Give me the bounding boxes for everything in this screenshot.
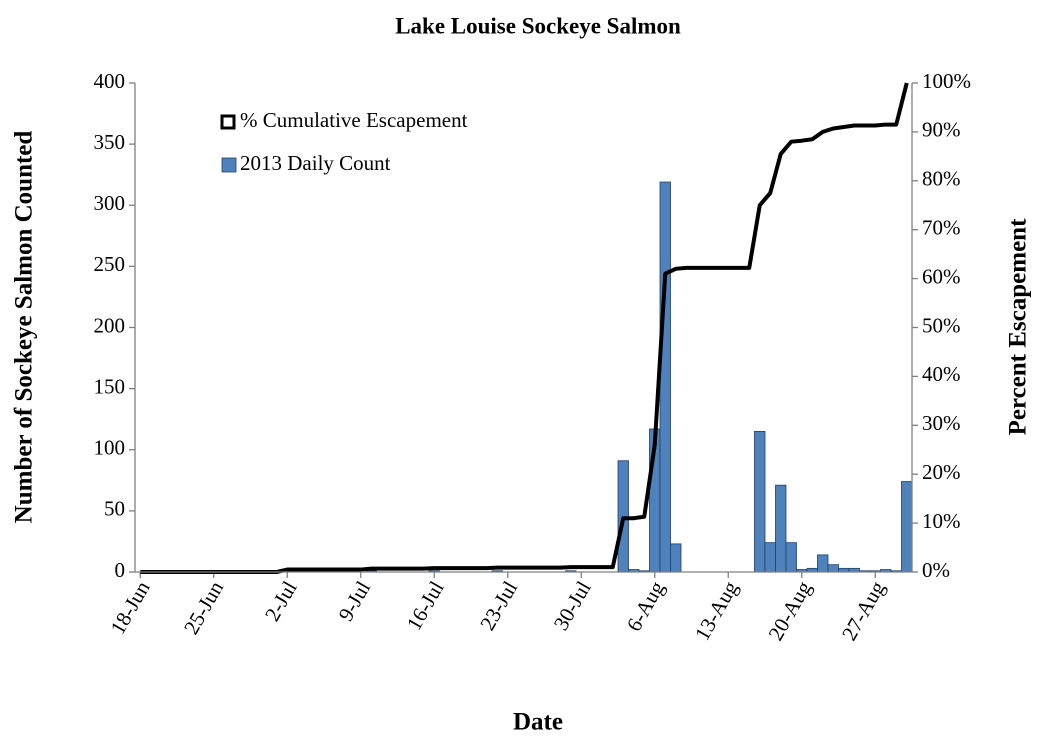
bar (817, 554, 829, 573)
y2-tick-label: 100% (922, 69, 971, 93)
y2-tick-label: 90% (922, 118, 961, 142)
bar (827, 564, 839, 573)
bar (785, 542, 797, 573)
y2-axis-label: Percent Escapement (1005, 218, 1032, 436)
x-tick-label: 25-Jun (179, 576, 229, 638)
y-tick-label: 300 (94, 191, 126, 215)
x-tick-label: 13-Aug (690, 576, 743, 644)
y-axis-label: Number of Sockeye Salmon Counted (11, 131, 38, 524)
bar (901, 481, 913, 573)
y-tick-label: 200 (94, 313, 126, 337)
bar (775, 484, 787, 573)
x-tick-label: 18-Jun (105, 576, 155, 638)
y2-tick-label: 80% (922, 167, 961, 191)
y2-tick-label: 40% (922, 362, 961, 386)
x-tick-label: 23-Jul (475, 577, 522, 635)
legend-label: % Cumulative Escapement (240, 108, 468, 132)
y2-tick-label: 60% (922, 264, 961, 288)
legend-swatch (220, 114, 236, 130)
y2-tick-label: 50% (922, 313, 961, 337)
y-tick-label: 400 (94, 69, 126, 93)
y2-tick-label: 10% (922, 509, 961, 533)
x-tick-label: 20-Aug (763, 576, 816, 644)
x-tick-label: 16-Jul (402, 577, 449, 635)
x-tick-label: 6-Aug (622, 576, 670, 635)
bar (670, 543, 682, 573)
legend-label: 2013 Daily Count (240, 151, 391, 175)
bar (659, 181, 671, 573)
y-tick-label: 50 (104, 497, 125, 521)
bar (754, 431, 766, 573)
y-tick-label: 0 (115, 558, 126, 582)
y-tick-label: 100 (94, 436, 126, 460)
chart-title: Lake Louise Sockeye Salmon (395, 13, 681, 38)
legend-swatch (221, 157, 237, 173)
y-tick-label: 150 (94, 374, 126, 398)
bar (764, 542, 776, 573)
y2-tick-label: 70% (922, 216, 961, 240)
x-axis-label: Date (513, 709, 563, 736)
y2-tick-label: 20% (922, 460, 961, 484)
y2-tick-label: 0% (922, 558, 950, 582)
y-tick-label: 350 (94, 130, 126, 154)
x-tick-label: 30-Jul (549, 577, 596, 635)
x-tick-label: 27-Aug (837, 576, 890, 644)
y-tick-label: 250 (94, 252, 126, 276)
x-tick-label: 9-Jul (333, 577, 375, 626)
y2-tick-label: 30% (922, 411, 961, 435)
x-tick-label: 2-Jul (260, 577, 302, 626)
